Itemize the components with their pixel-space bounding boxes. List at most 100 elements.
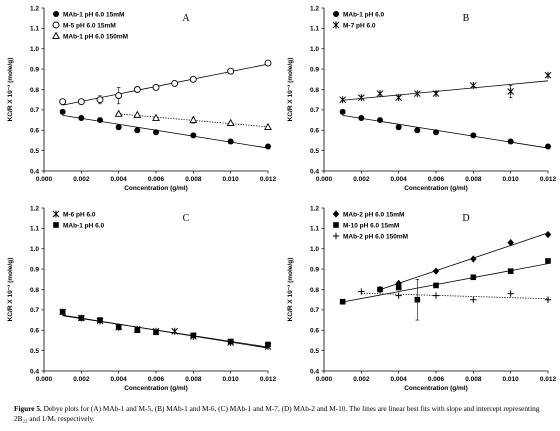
data-point [358,288,365,295]
y-tick-label: 1.0 [310,46,319,53]
y-tick-label: 0.6 [30,328,39,335]
figure-caption: Figure 5. Debye plots for (A) MAb-1 and … [14,404,550,423]
x-axis-label: Concentration (g/ml) [124,185,188,192]
y-tick-label: 0.9 [310,266,319,273]
data-point [189,115,198,123]
data-point [171,327,179,335]
data-point [376,90,384,98]
data-point [507,88,515,96]
y-tick-label: 1.0 [30,246,39,253]
data-point [395,284,402,291]
data-point [544,230,552,239]
legend-marker [52,210,60,218]
data-point [432,292,440,299]
data-point [395,124,402,131]
y-tick-label: 0.7 [310,307,319,314]
y-tick-label: 0.5 [30,348,39,355]
x-tick-label: 0.008 [465,376,482,383]
legend-marker [333,222,339,228]
y-tick-label: 0.8 [310,287,319,294]
x-tick-label: 0.002 [353,176,370,183]
y-tick-label: 0.9 [310,66,319,73]
data-point [507,268,514,274]
data-point [433,129,439,136]
series-1: M-10 pH 6.0 15mM [333,222,551,321]
data-point [59,309,66,315]
y-tick-label: 0.5 [30,148,39,155]
y-tick-label: 0.9 [30,66,39,73]
data-point [339,108,346,115]
x-tick-label: 0.004 [391,376,408,383]
y-tick-label: 1.1 [310,226,319,233]
y-tick-label: 0.4 [310,168,319,175]
x-tick-label: 0.000 [316,176,333,183]
x-tick-label: 0.012 [540,176,557,183]
legend-label: M-5 pH 6.0 15mM [63,22,116,29]
data-point [77,98,85,106]
x-tick-label: 0.000 [36,176,53,183]
x-tick-label: 0.012 [260,376,277,383]
y-tick-label: 1.0 [310,246,319,253]
data-point [78,315,85,321]
data-point [227,67,235,75]
fit-line [62,315,269,348]
y-tick-label: 0.7 [310,107,319,114]
y-tick-label: 1.2 [30,5,39,12]
x-tick-label: 0.006 [148,176,165,183]
data-point [357,94,365,102]
x-tick-label: 0.000 [316,376,333,383]
data-point [265,143,271,150]
data-point [470,274,477,281]
data-point [395,292,402,299]
data-point [59,108,66,115]
caption-label: Figure 5. [14,404,42,413]
y-tick-label: 1.2 [30,205,39,212]
data-point [264,59,272,67]
data-point [134,127,141,134]
chart-panel-d: 0.4 0.5 0.6 0.7 0.8 0.9 1.0 1.1 1.2 0.000 0.002 0.0… [287,205,557,392]
data-point [470,255,477,263]
data-point [115,124,122,131]
x-tick-label: 0.008 [185,376,202,383]
y-tick-label: 0.5 [310,348,319,355]
data-point [507,138,514,145]
fit-line [62,63,269,106]
panel-letter: B [463,13,470,24]
data-point [153,329,159,336]
y-tick-label: 0.4 [30,368,39,375]
legend-label: MAb-2 pH 6.0 15mM [343,211,404,218]
x-tick-label: 0.012 [540,376,557,383]
legend-label: MAb-1 pH 6.0 15mM [63,11,124,18]
legend-label: M-7 pH 6.0 [343,22,376,29]
x-tick-label: 0.000 [36,376,53,383]
data-point [432,90,440,98]
legend-marker [53,222,59,228]
data-point [190,332,197,339]
fit-line [342,80,549,101]
legend-label: MAb-2 pH 6.0 150mM [343,233,408,240]
x-tick-label: 0.002 [353,376,370,383]
legend-marker [332,210,340,218]
legend-label: MAb-1 pH 6.0 [343,11,385,18]
y-axis-label: KC/R X 10⁻³ (mole/g) [7,258,14,322]
series-1: M-5 pH 6.0 15mM [52,21,272,106]
data-point [358,115,365,122]
data-point [413,90,421,98]
x-tick-label: 0.008 [185,176,202,183]
data-point [97,317,103,323]
y-tick-label: 1.1 [30,26,39,33]
legend-label: MAb-1 pH 6.0 150mM [63,33,128,40]
panel-letter: D [462,213,469,224]
y-tick-label: 1.1 [310,26,319,33]
x-axis-label: Concentration (g/ml) [124,385,188,392]
y-axis-label: KC/R X 10⁻³ (mole/g) [287,258,294,322]
y-tick-label: 1.2 [310,5,319,12]
data-point [264,122,272,131]
panel-letter: A [182,13,190,24]
x-tick-label: 0.002 [73,376,90,383]
data-point [114,109,123,117]
data-point [469,81,477,89]
y-tick-label: 0.8 [310,87,319,94]
series-0: MAb-1 pH 6.0 [333,11,551,150]
chart-panel-a: 0.4 0.5 0.6 0.7 0.8 0.9 1.0 1.1 1.2 0.000 0.002 0.0… [7,5,277,192]
